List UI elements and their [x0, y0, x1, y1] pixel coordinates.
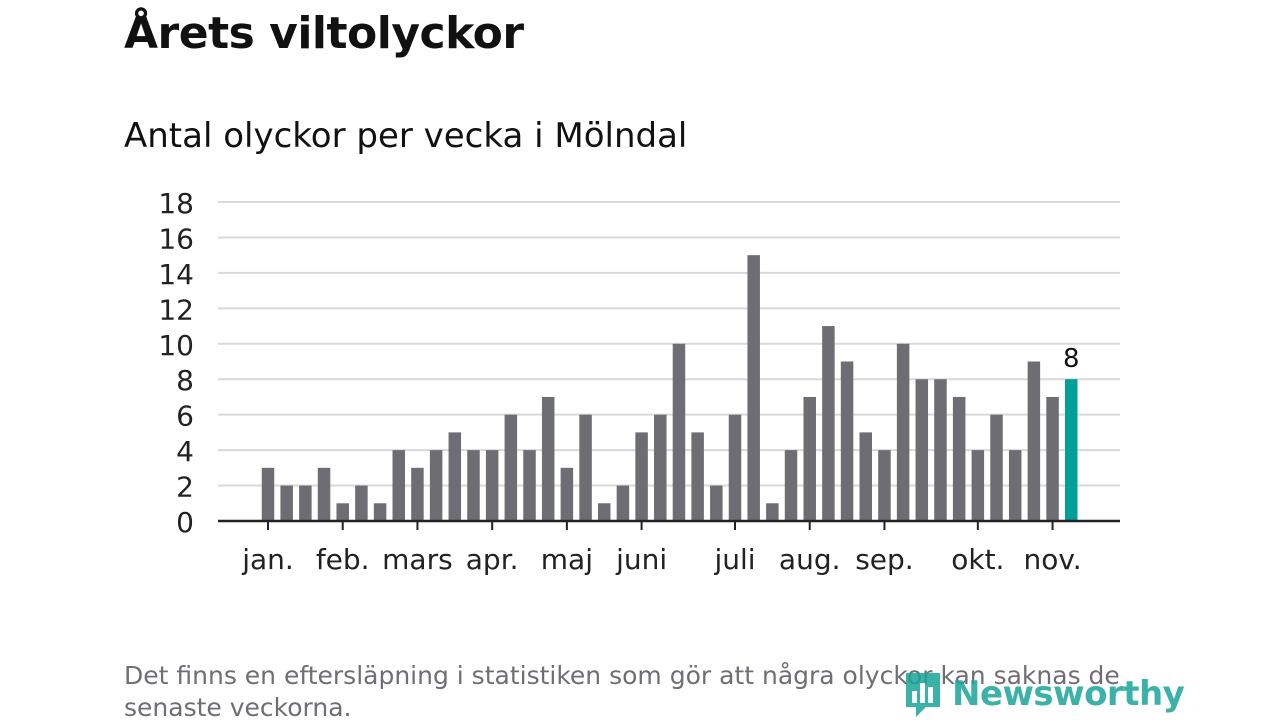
bar [579, 414, 592, 521]
logo-text: Newsworthy [952, 674, 1185, 714]
bar [541, 396, 555, 521]
chart-title: Årets viltolyckor [124, 8, 524, 59]
x-tick-label: nov. [1023, 543, 1081, 576]
y-tick-label: 12 [158, 293, 194, 326]
y-tick-label: 10 [158, 329, 194, 362]
bar [429, 450, 443, 521]
bar [878, 450, 891, 521]
bar [485, 450, 499, 521]
bar [299, 485, 312, 521]
y-tick-label: 14 [158, 258, 194, 291]
bar [616, 485, 630, 521]
x-tick-label: sep. [855, 543, 914, 576]
x-tick-label: okt. [951, 543, 1004, 576]
x-tick-label: mars [382, 543, 453, 576]
y-tick-label: 8 [176, 364, 194, 397]
x-tick-label: maj [541, 543, 593, 576]
bar [710, 485, 723, 521]
bar [859, 432, 873, 521]
bar [766, 503, 779, 521]
x-tick-label: apr. [466, 543, 519, 576]
bar [1046, 396, 1059, 521]
newsworthy-logo: Newsworthy [902, 668, 1185, 720]
bar [597, 503, 611, 521]
bar [971, 450, 985, 521]
x-tick-label: juli [713, 543, 755, 576]
bar [411, 467, 424, 521]
y-tick-label: 18 [158, 187, 194, 220]
bar [990, 414, 1003, 521]
data-label: 8 [1063, 344, 1080, 374]
footnote: Det finns en eftersläpning i statistiken… [124, 661, 1120, 722]
x-tick-label: aug. [779, 543, 841, 576]
x-tick-label: jan. [241, 543, 294, 576]
x-tick-label: feb. [316, 543, 370, 576]
bar [952, 396, 966, 521]
bar [1027, 361, 1041, 521]
y-tick-label: 2 [176, 471, 194, 504]
bar [691, 432, 704, 521]
y-tick-label: 4 [176, 435, 194, 468]
bar [635, 432, 648, 521]
bar [373, 503, 387, 521]
bar [504, 414, 518, 521]
bar [355, 485, 368, 521]
newsworthy-logo-icon [906, 673, 940, 717]
bar [784, 450, 798, 521]
bar [560, 467, 574, 521]
bar [803, 396, 816, 521]
bar [672, 343, 686, 521]
bar [317, 467, 331, 521]
bar [261, 467, 275, 521]
chart-subtitle: Antal olyckor per vecka i Mölndal [124, 116, 688, 156]
bar [840, 361, 854, 521]
bar [392, 450, 406, 521]
bar [448, 432, 462, 521]
bar [336, 503, 349, 521]
bar [1008, 450, 1022, 521]
bar [915, 379, 929, 521]
bar [280, 485, 293, 521]
bar [896, 343, 910, 521]
bar [523, 450, 536, 521]
y-tick-label: 0 [176, 506, 194, 539]
bar [747, 255, 760, 521]
bar [822, 326, 835, 521]
y-tick-label: 6 [176, 400, 194, 433]
bar [728, 414, 742, 521]
bar [467, 450, 480, 521]
x-tick-label: juni [615, 543, 667, 576]
y-tick-label: 16 [158, 222, 194, 255]
bar [654, 414, 667, 521]
bar [934, 379, 947, 521]
bar-highlight [1064, 379, 1078, 521]
